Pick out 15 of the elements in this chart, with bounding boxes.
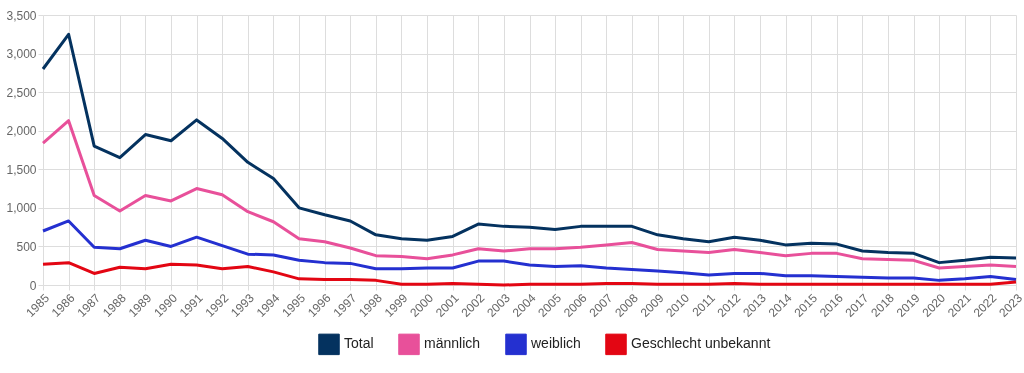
y-tick-label: 2,500 (6, 85, 37, 100)
y-tick-label: 1,000 (6, 201, 37, 216)
y-tick-label: 1,500 (6, 162, 37, 177)
line-series (41, 32, 1018, 265)
line-series (41, 119, 1018, 270)
y-tick-label: 3,000 (6, 47, 37, 62)
y-tick-label: 2,000 (6, 124, 37, 139)
legend-label: weiblich (530, 335, 581, 352)
y-tick-label: 500 (16, 239, 37, 254)
legend-label: Geschlecht unbekannt (631, 335, 771, 352)
legend-label: Total (344, 335, 374, 352)
line-series (41, 219, 1018, 282)
y-tick-label: 0 (29, 278, 37, 293)
y-tick-label: 3,500 (6, 8, 37, 23)
legend-label: männlich (424, 335, 481, 352)
